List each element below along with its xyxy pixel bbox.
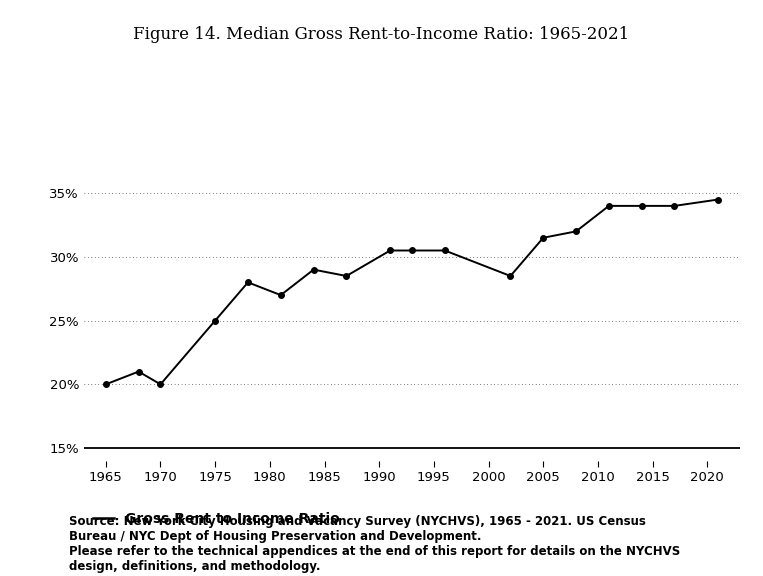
Legend: Gross Rent to Income Ratio: Gross Rent to Income Ratio xyxy=(88,507,346,532)
Text: Source: New York City Housing and Vacancy Survey (NYCHVS), 1965 - 2021. US Censu: Source: New York City Housing and Vacanc… xyxy=(69,515,680,573)
Text: Figure 14. Median Gross Rent-to-Income Ratio: 1965-2021: Figure 14. Median Gross Rent-to-Income R… xyxy=(134,26,629,43)
